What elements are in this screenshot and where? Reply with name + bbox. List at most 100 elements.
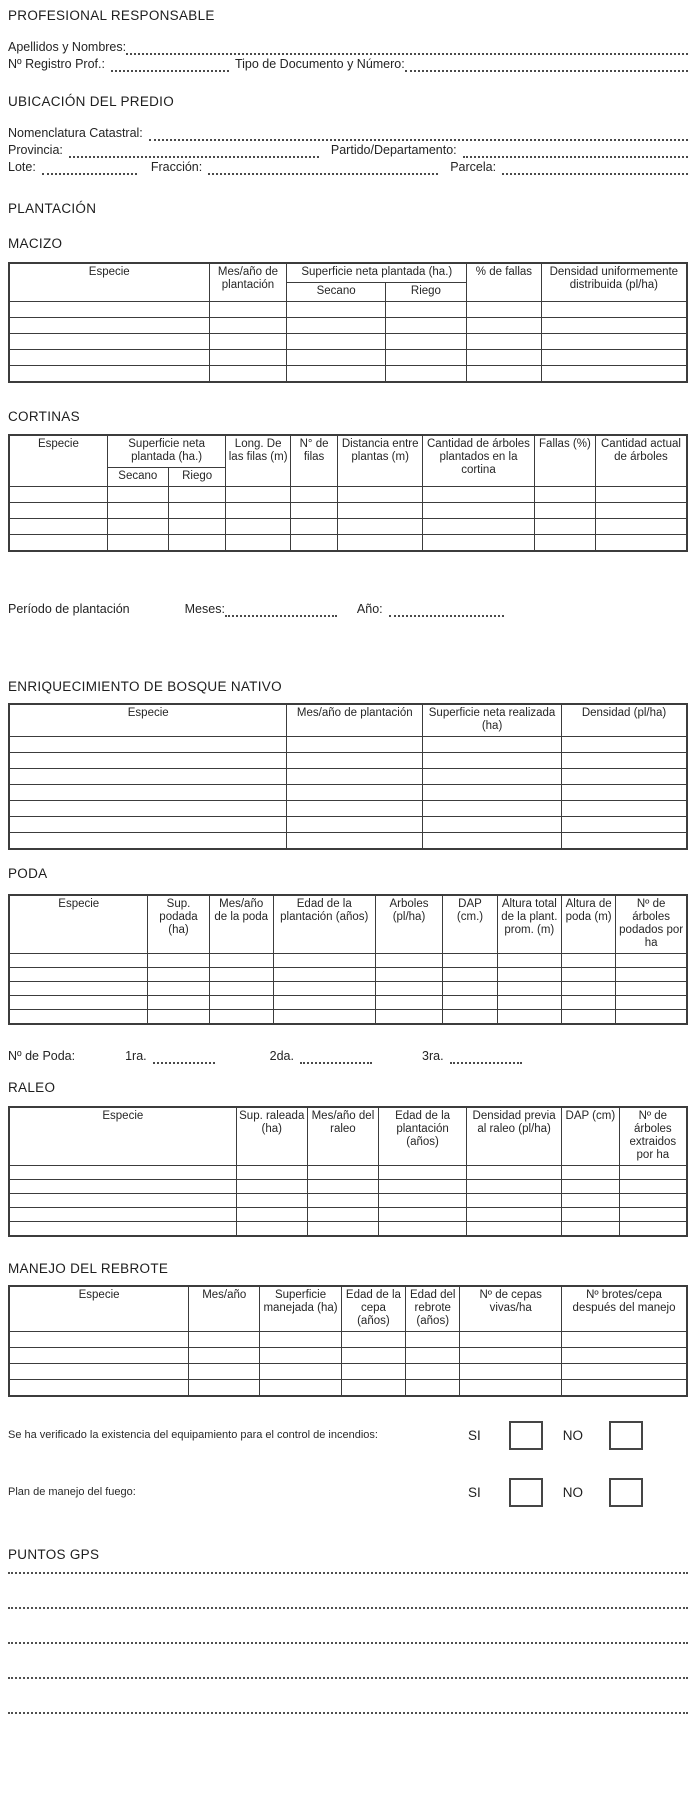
empty-cell[interactable] <box>235 1179 308 1194</box>
empty-cell[interactable] <box>208 301 288 318</box>
empty-cell[interactable] <box>8 1009 149 1025</box>
empty-cell[interactable] <box>466 333 542 350</box>
partido-field[interactable] <box>462 145 688 158</box>
empty-cell[interactable] <box>466 1165 563 1180</box>
empty-cell[interactable] <box>286 800 424 817</box>
empty-cell[interactable] <box>561 1207 620 1222</box>
poda-1ra-field[interactable] <box>152 1051 215 1064</box>
empty-cell[interactable] <box>466 365 542 383</box>
empty-cell[interactable] <box>561 784 688 801</box>
empty-cell[interactable] <box>540 365 688 383</box>
empty-cell[interactable] <box>405 1331 461 1348</box>
empty-cell[interactable] <box>8 832 288 850</box>
empty-cell[interactable] <box>422 832 563 850</box>
empty-cell[interactable] <box>106 518 169 535</box>
empty-cell[interactable] <box>340 1331 407 1348</box>
empty-cell[interactable] <box>8 752 288 769</box>
empty-cell[interactable] <box>259 1347 342 1364</box>
empty-cell[interactable] <box>286 349 386 366</box>
empty-cell[interactable] <box>442 967 498 982</box>
empty-cell[interactable] <box>561 752 688 769</box>
empty-cell[interactable] <box>147 967 210 982</box>
empty-cell[interactable] <box>561 967 617 982</box>
empty-cell[interactable] <box>306 1179 380 1194</box>
empty-cell[interactable] <box>384 365 468 383</box>
empty-cell[interactable] <box>374 995 444 1010</box>
empty-cell[interactable] <box>235 1165 308 1180</box>
poda-2da-field[interactable] <box>300 1051 372 1064</box>
empty-cell[interactable] <box>337 534 424 552</box>
empty-cell[interactable] <box>8 301 210 318</box>
empty-cell[interactable] <box>561 832 688 850</box>
empty-cell[interactable] <box>442 981 498 996</box>
empty-cell[interactable] <box>561 1009 617 1025</box>
empty-cell[interactable] <box>225 486 291 503</box>
empty-cell[interactable] <box>594 486 688 503</box>
empty-cell[interactable] <box>442 995 498 1010</box>
empty-cell[interactable] <box>8 1193 237 1208</box>
empty-cell[interactable] <box>466 349 542 366</box>
empty-cell[interactable] <box>466 1179 563 1194</box>
empty-cell[interactable] <box>208 317 288 334</box>
empty-cell[interactable] <box>561 1221 620 1237</box>
empty-cell[interactable] <box>422 752 563 769</box>
empty-cell[interactable] <box>8 1331 190 1348</box>
empty-cell[interactable] <box>496 967 563 982</box>
empty-cell[interactable] <box>340 1347 407 1364</box>
empty-cell[interactable] <box>208 365 288 383</box>
empty-cell[interactable] <box>188 1363 261 1380</box>
empty-cell[interactable] <box>561 1347 688 1364</box>
empty-cell[interactable] <box>459 1347 563 1364</box>
empty-cell[interactable] <box>378 1165 468 1180</box>
empty-cell[interactable] <box>405 1347 461 1364</box>
empty-cell[interactable] <box>106 534 169 552</box>
empty-cell[interactable] <box>235 1207 308 1222</box>
empty-cell[interactable] <box>289 518 339 535</box>
empty-cell[interactable] <box>225 502 291 519</box>
empty-cell[interactable] <box>533 502 596 519</box>
empty-cell[interactable] <box>561 816 688 833</box>
plan-fuego-no-checkbox[interactable] <box>609 1478 644 1507</box>
empty-cell[interactable] <box>561 1363 688 1380</box>
empty-cell[interactable] <box>225 518 291 535</box>
poda-3ra-field[interactable] <box>449 1051 522 1064</box>
empty-cell[interactable] <box>618 1179 688 1194</box>
empty-cell[interactable] <box>188 1379 261 1397</box>
empty-cell[interactable] <box>374 1009 444 1025</box>
empty-cell[interactable] <box>533 534 596 552</box>
empty-cell[interactable] <box>147 995 210 1010</box>
gps-entry-line[interactable] <box>8 1562 688 1574</box>
empty-cell[interactable] <box>208 981 274 996</box>
empty-cell[interactable] <box>8 1347 190 1364</box>
empty-cell[interactable] <box>594 534 688 552</box>
empty-cell[interactable] <box>106 502 169 519</box>
empty-cell[interactable] <box>374 953 444 968</box>
empty-cell[interactable] <box>618 1207 688 1222</box>
empty-cell[interactable] <box>442 953 498 968</box>
empty-cell[interactable] <box>272 981 376 996</box>
empty-cell[interactable] <box>208 333 288 350</box>
empty-cell[interactable] <box>289 534 339 552</box>
empty-cell[interactable] <box>615 953 688 968</box>
empty-cell[interactable] <box>259 1363 342 1380</box>
apellidos-field[interactable] <box>126 42 688 55</box>
empty-cell[interactable] <box>8 317 210 334</box>
empty-cell[interactable] <box>259 1379 342 1397</box>
empty-cell[interactable] <box>405 1363 461 1380</box>
empty-cell[interactable] <box>272 1009 376 1025</box>
empty-cell[interactable] <box>286 752 424 769</box>
empty-cell[interactable] <box>561 800 688 817</box>
empty-cell[interactable] <box>8 534 108 552</box>
empty-cell[interactable] <box>286 768 424 785</box>
empty-cell[interactable] <box>459 1363 563 1380</box>
empty-cell[interactable] <box>533 518 596 535</box>
empty-cell[interactable] <box>561 1331 688 1348</box>
empty-cell[interactable] <box>8 784 288 801</box>
empty-cell[interactable] <box>561 1193 620 1208</box>
empty-cell[interactable] <box>286 301 386 318</box>
empty-cell[interactable] <box>378 1221 468 1237</box>
gps-entry-line[interactable] <box>8 1679 688 1714</box>
empty-cell[interactable] <box>8 518 108 535</box>
empty-cell[interactable] <box>235 1193 308 1208</box>
empty-cell[interactable] <box>208 995 274 1010</box>
